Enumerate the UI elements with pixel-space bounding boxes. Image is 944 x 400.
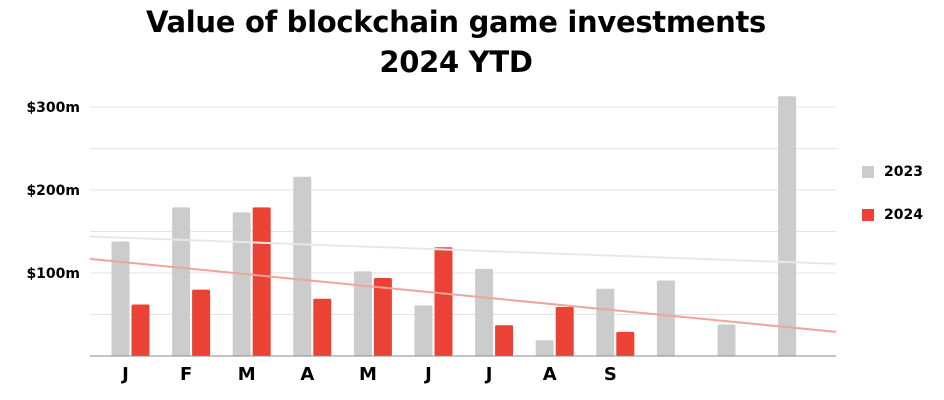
bar-2023 (172, 207, 191, 356)
bar-2023 (535, 340, 554, 356)
chart-title-line-1: Value of blockchain game investments (145, 5, 767, 39)
x-tick-label: F (180, 364, 192, 385)
legend-item-2023: 2023 (862, 158, 923, 186)
bar-2024 (434, 247, 453, 356)
bar-2023 (656, 280, 675, 356)
bar-2024 (495, 325, 514, 356)
bar-2024 (616, 331, 635, 356)
chart-title-line-2: 2024 YTD (379, 45, 533, 79)
x-tick-label: M (359, 364, 377, 385)
x-tick-label: J (423, 364, 432, 385)
bar-2023 (778, 96, 797, 357)
y-tick-label: $100m (26, 266, 80, 282)
chart-title: Value of blockchain game investments 202… (0, 2, 912, 82)
legend: 2023 2024 (862, 158, 923, 244)
x-tick-label: M (238, 364, 256, 385)
bar-2023 (717, 324, 736, 356)
x-tick-label: J (120, 364, 129, 385)
bar-2023 (232, 212, 251, 356)
x-tick-label: S (604, 364, 617, 385)
legend-swatch-2024 (862, 209, 874, 221)
bar-2023 (414, 305, 433, 356)
bar-2024 (131, 304, 150, 356)
bar-2023 (111, 241, 130, 356)
bar-2023 (475, 268, 494, 356)
x-tick-label: A (300, 364, 314, 385)
x-tick-label: J (484, 364, 493, 385)
trendline-2023 (89, 235, 837, 265)
y-tick-label: $200m (26, 183, 80, 199)
y-tick-label: $300m (26, 100, 80, 116)
legend-label-2024: 2024 (884, 207, 923, 223)
legend-item-2024: 2024 (862, 201, 923, 229)
trendline-2024 (89, 257, 837, 333)
legend-label-2023: 2023 (884, 164, 923, 180)
x-tick-label: A (543, 364, 557, 385)
legend-swatch-2023 (862, 166, 874, 178)
bar-2024 (313, 298, 332, 356)
bar-2024 (192, 289, 211, 356)
bar-2024 (252, 207, 271, 356)
bar-2023 (293, 176, 312, 356)
bar-2024 (555, 307, 574, 356)
bar-2023 (353, 271, 372, 356)
bar-2024 (373, 277, 392, 356)
bar-2023 (596, 288, 615, 356)
